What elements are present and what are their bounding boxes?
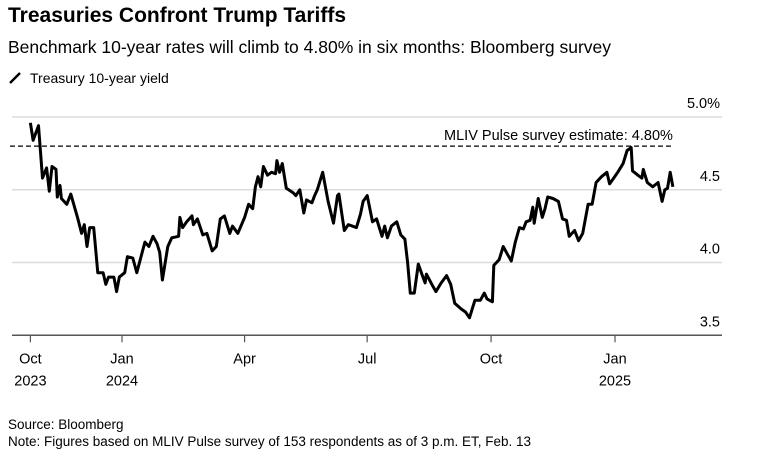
- legend-line-icon: [9, 72, 21, 84]
- y-tick-label: 4.0: [700, 242, 720, 258]
- x-tick-year-label: 2023: [14, 373, 46, 389]
- footer: Source: Bloomberg Note: Figures based on…: [8, 416, 531, 450]
- y-tick-label: 3.5: [700, 314, 720, 330]
- gridlines: [12, 116, 722, 264]
- y-tick-label: 5.0%: [687, 96, 720, 112]
- y-axis-labels: 5.0% 4.5 4.0 3.5: [687, 96, 720, 330]
- chart-subtitle: Benchmark 10-year rates will climb to 4.…: [8, 37, 612, 57]
- x-tick-label: Jan: [110, 351, 133, 367]
- x-tick-label: Oct: [19, 351, 42, 367]
- x-axis: Oct 2023 Jan 2024 Apr Jul Oct Jan 2025: [12, 334, 722, 389]
- x-tick-label: Apr: [233, 351, 256, 367]
- y-tick-label: 4.5: [700, 169, 720, 185]
- note-text: Note: Figures based on MLIV Pulse survey…: [8, 434, 532, 449]
- reference-line-label: MLIV Pulse survey estimate: 4.80%: [444, 128, 673, 144]
- legend-label: Treasury 10-year yield: [30, 70, 169, 86]
- x-tick-label: Oct: [480, 351, 503, 367]
- x-tick-label: Jan: [603, 351, 626, 367]
- x-tick-year-label: 2025: [599, 373, 631, 389]
- chart-title: Treasuries Confront Trump Tariffs: [8, 4, 346, 27]
- legend: Treasury 10-year yield: [8, 70, 169, 86]
- source-text: Source: Bloomberg: [8, 417, 124, 432]
- x-tick-label: Jul: [358, 351, 377, 367]
- x-tick-year-label: 2024: [106, 373, 138, 389]
- series-line-treasury-10y: [28, 122, 675, 320]
